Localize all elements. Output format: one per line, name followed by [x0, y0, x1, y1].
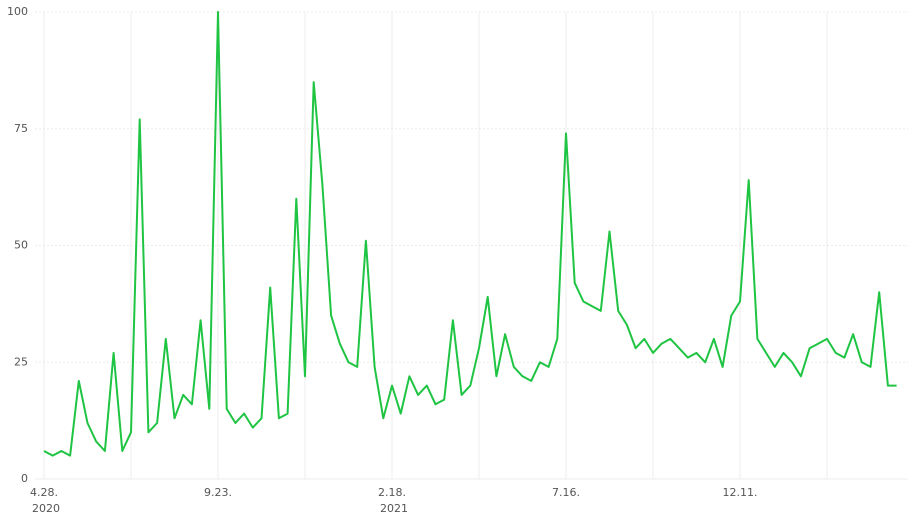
- x-year-label: 2020: [32, 502, 60, 515]
- x-tick-label: 4.28.: [30, 486, 58, 499]
- y-tick-label: 25: [14, 355, 28, 368]
- y-tick-label: 100: [7, 5, 28, 18]
- x-tick-label: 7.16.: [552, 486, 580, 499]
- y-tick-label: 50: [14, 239, 28, 252]
- x-tick-label: 12.11.: [723, 486, 758, 499]
- x-year-label: 2021: [380, 502, 408, 515]
- y-tick-label: 0: [21, 472, 28, 485]
- x-tick-label: 2.18.: [378, 486, 406, 499]
- y-tick-label: 75: [14, 122, 28, 135]
- line: [43, 11, 897, 457]
- x-tick-label: 9.23.: [204, 486, 232, 499]
